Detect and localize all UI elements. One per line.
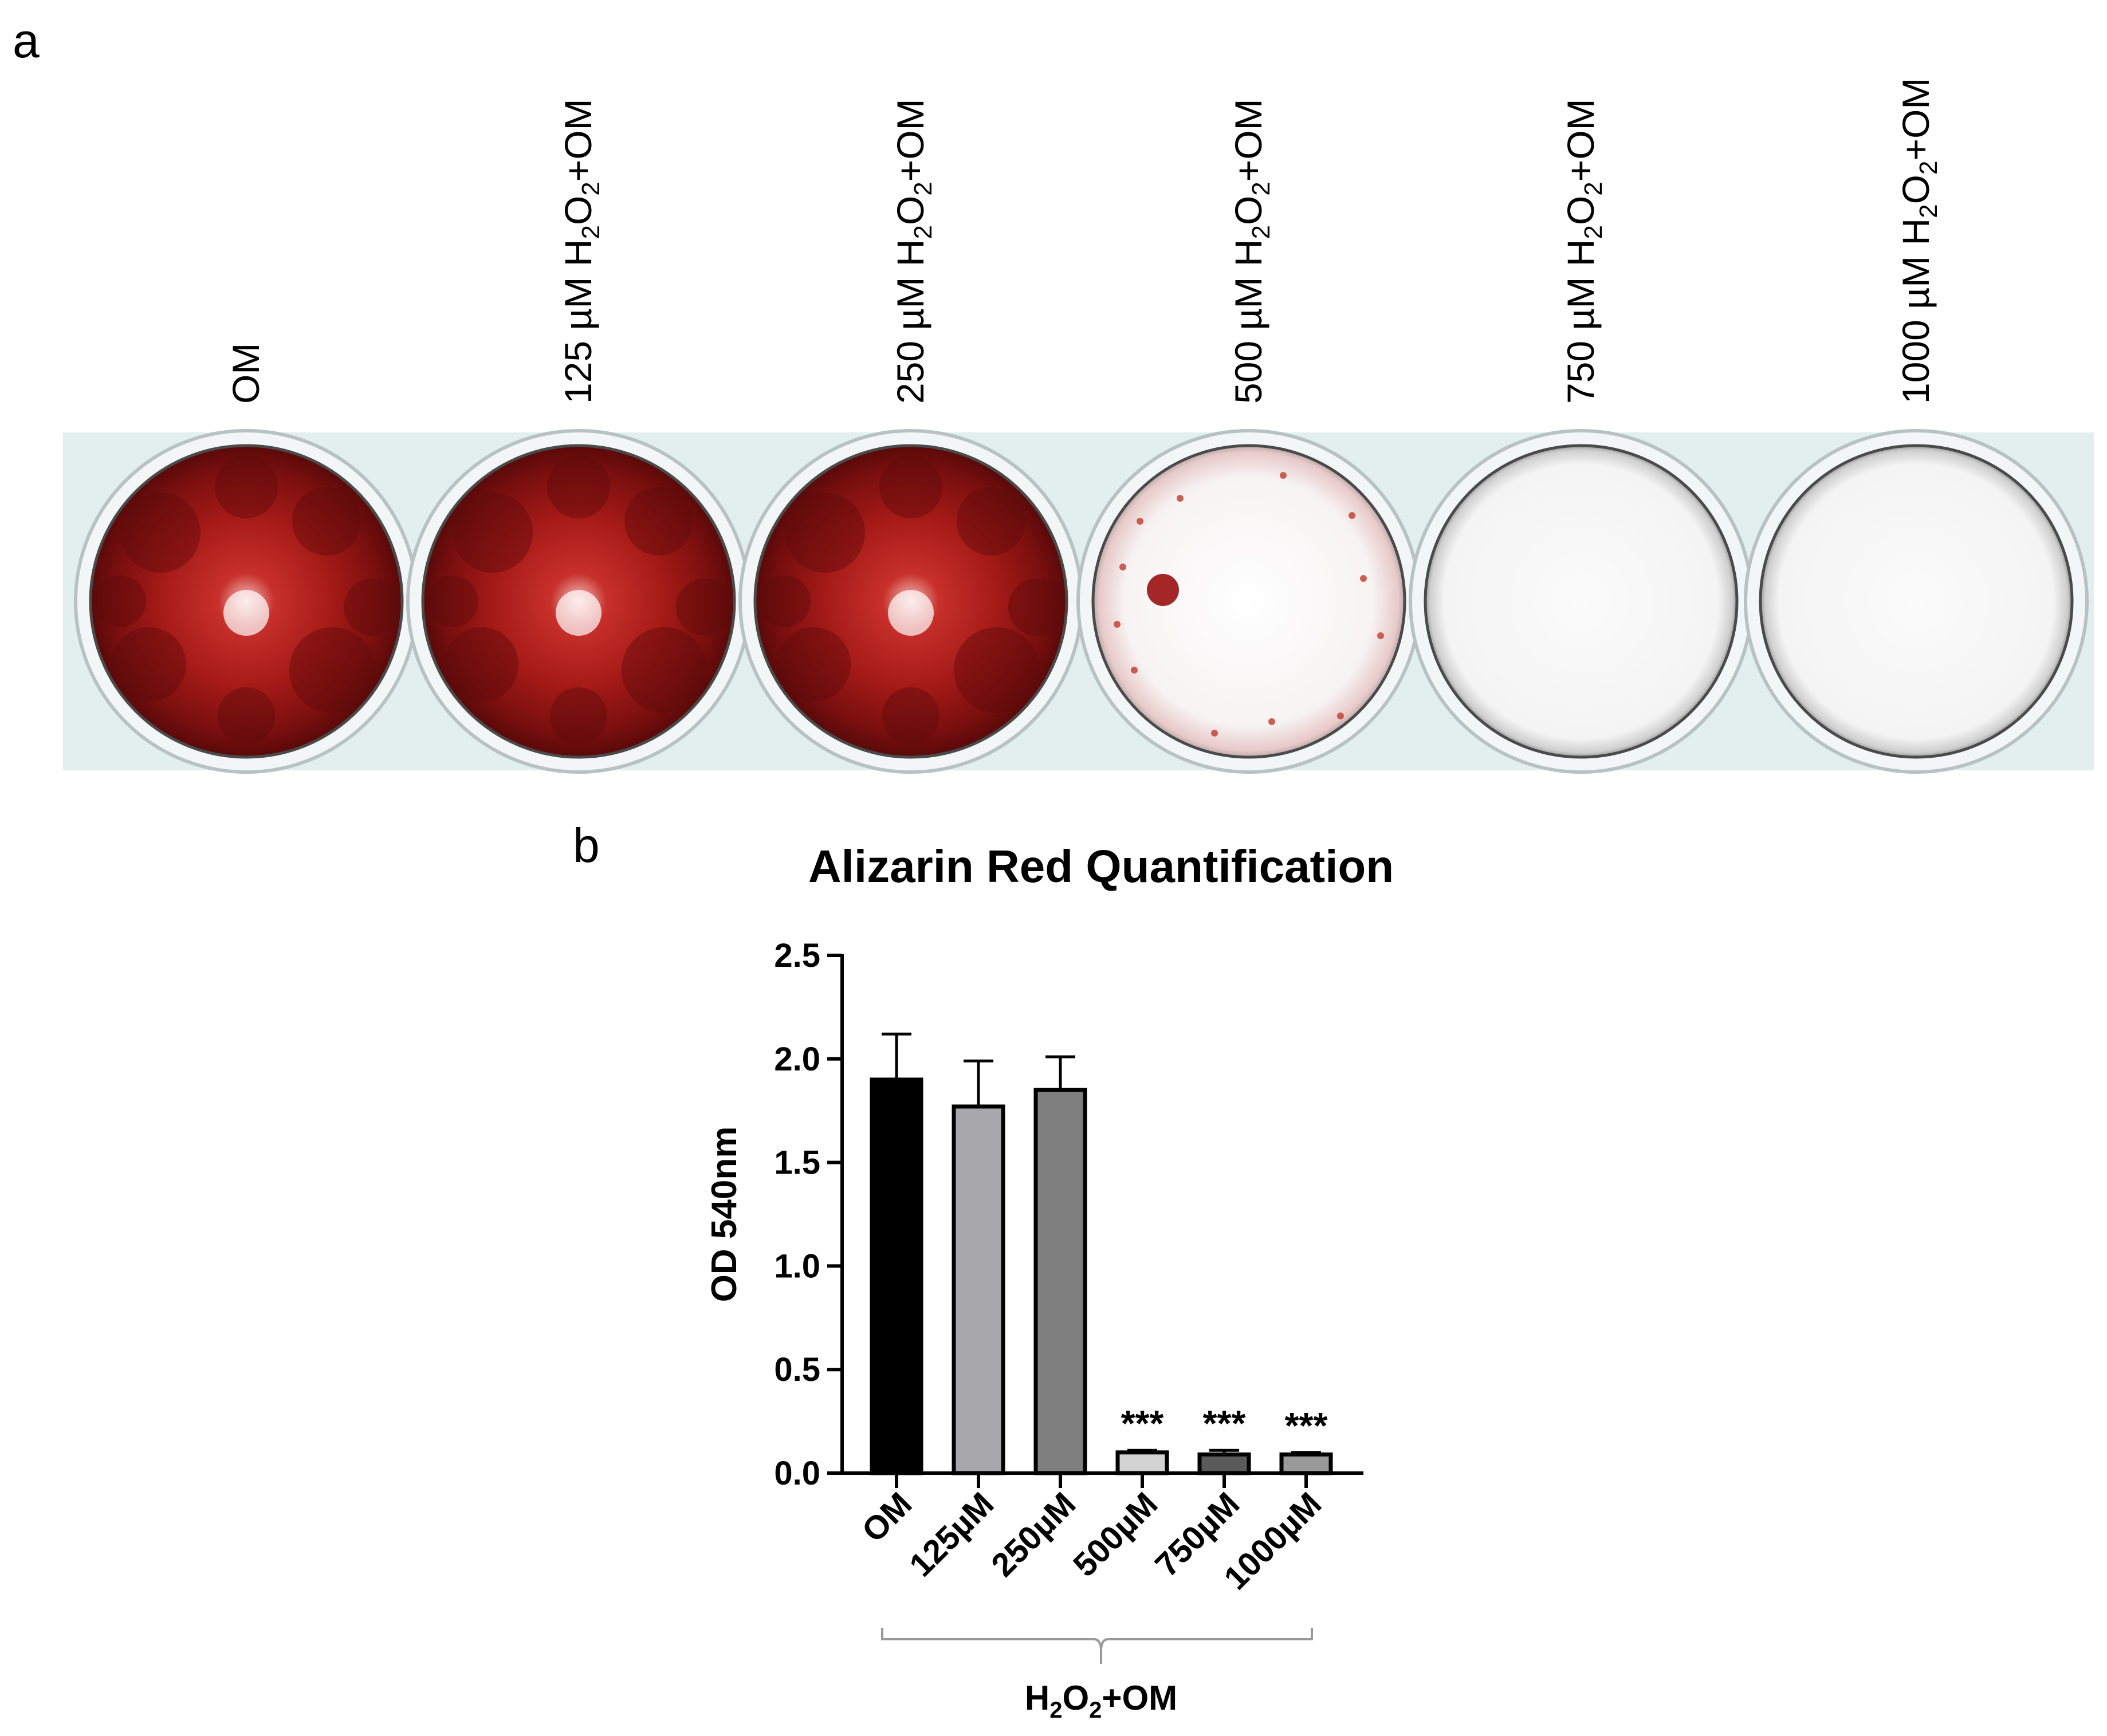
stain-patch — [427, 576, 478, 627]
stain-patch — [344, 578, 401, 636]
group-label: H2O2+OM — [1025, 1679, 1177, 1723]
y-tick-label: 2.0 — [774, 1041, 820, 1078]
well-label-2: 125 µM H2O2+OM — [557, 99, 605, 404]
stain-dot — [1114, 621, 1121, 628]
stain-patch — [776, 627, 851, 702]
stain-dot — [1349, 512, 1355, 519]
bar-1 — [870, 1077, 923, 1475]
bar-4 — [1115, 1450, 1169, 1475]
bar-5 — [1197, 1452, 1251, 1475]
well-4 — [1091, 444, 1406, 759]
stain-patch — [759, 576, 811, 627]
stain-patch — [785, 493, 865, 573]
stain-dot — [1360, 575, 1367, 582]
stain-dot — [1337, 712, 1344, 719]
stain-dot — [1280, 472, 1287, 479]
y-tick-label: 1.5 — [774, 1144, 820, 1182]
y-tick-label: 0.0 — [774, 1455, 820, 1492]
stain-dot — [1131, 667, 1138, 674]
stain-patch — [453, 493, 533, 573]
well-6 — [1759, 444, 2074, 759]
category-label: 500µM — [1066, 1485, 1165, 1584]
significance-marker: *** — [1121, 1403, 1164, 1444]
wells — [74, 429, 2089, 774]
panel-b-label: b — [573, 818, 600, 872]
y-tick-label: 1.0 — [774, 1247, 820, 1285]
category-label: 250µM — [984, 1485, 1083, 1584]
stain-patch — [1008, 578, 1066, 636]
bar-2 — [952, 1104, 1005, 1475]
panel-a-label: a — [13, 14, 40, 68]
stain-dot — [1119, 564, 1126, 570]
well-label-3: 250 µM H2O2+OM — [889, 99, 937, 404]
stain-spot — [1147, 574, 1179, 606]
stain-patch — [624, 487, 693, 556]
stain-dot — [1268, 718, 1275, 725]
stain-patch — [444, 627, 518, 702]
chart-title: Alizarin Red Quantification — [808, 841, 1394, 892]
stain-patch — [95, 576, 146, 627]
well-label-6: 1000 µM H2O2+OM — [1894, 78, 1943, 404]
stain-patch — [676, 578, 733, 636]
stain-center-spot — [223, 590, 269, 636]
category-label: OM — [855, 1485, 919, 1549]
y-axis-label: OD 540nm — [705, 1127, 744, 1302]
well-labels: OM 125 µM H2O2+OM 250 µM H2O2+OM 500 µM H2O… — [225, 78, 1943, 404]
well-label-5: 750 µM H2O2+OM — [1559, 99, 1607, 404]
well-label-4: 500 µM H2O2+OM — [1227, 99, 1275, 404]
stain-patch — [215, 455, 278, 518]
category-label: 125µM — [902, 1485, 1001, 1584]
stain-dot — [1137, 518, 1143, 525]
y-tick-label: 0.5 — [774, 1351, 820, 1388]
stain-patch — [112, 627, 186, 702]
stain-patch — [289, 627, 375, 713]
stain-patch — [954, 627, 1040, 713]
stain-patch — [550, 687, 607, 745]
stain-patch — [120, 493, 201, 573]
well-5 — [1424, 444, 1739, 759]
bar-3 — [1033, 1088, 1087, 1475]
stain-dot — [1377, 632, 1384, 639]
stain-patch — [218, 687, 275, 745]
stain-center-spot — [556, 590, 602, 636]
stain-patch — [879, 455, 942, 518]
stain-patch — [292, 487, 361, 556]
stain-patch — [622, 627, 707, 713]
well-label-1: OM — [225, 343, 267, 404]
stain-patch — [882, 687, 939, 745]
stain-patch — [547, 455, 610, 518]
significance-marker: *** — [1285, 1405, 1328, 1446]
significance-marker: *** — [1203, 1403, 1246, 1444]
stain-patch — [957, 487, 1025, 556]
stain-dot — [1211, 730, 1218, 737]
bar-6 — [1279, 1452, 1333, 1475]
y-tick-label: 2.5 — [774, 937, 820, 974]
group-bracket — [881, 1628, 1313, 1649]
stain-dot — [1177, 495, 1184, 502]
stain-center-spot — [888, 590, 934, 636]
